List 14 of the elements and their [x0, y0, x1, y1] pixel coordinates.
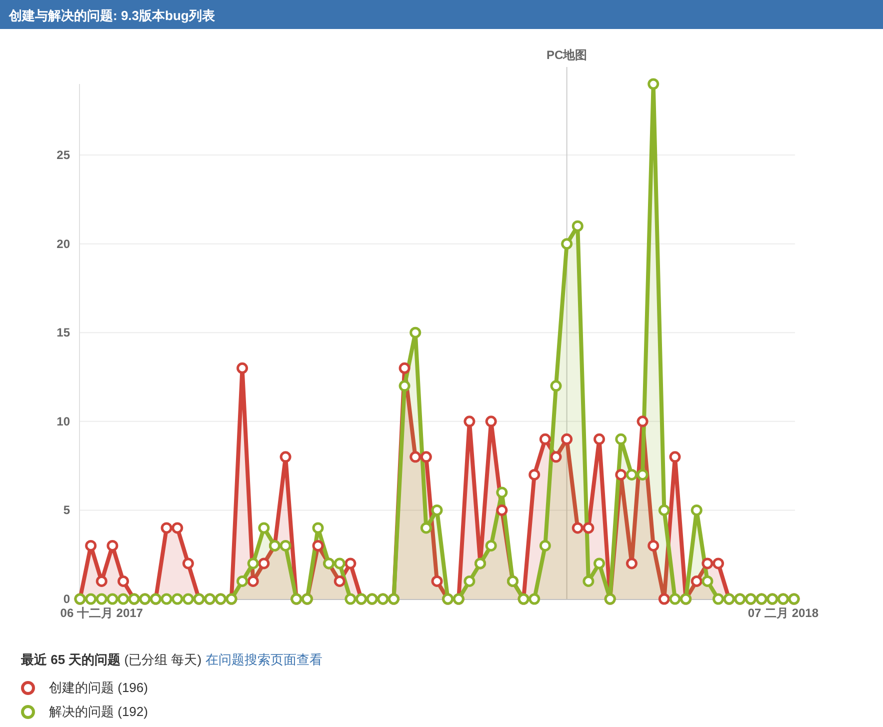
x-tick-label: 07 二月 2018	[748, 606, 819, 620]
y-tick-label: 10	[56, 414, 70, 428]
y-tick-label: 5	[63, 503, 70, 518]
legend-label: 创建的问题 (196)	[49, 679, 148, 697]
x-tick-label: 06 十二月 2017	[60, 606, 144, 620]
y-tick-label: 20	[56, 236, 70, 251]
ref-line-label: PC地图	[546, 48, 588, 62]
y-tick-label: 15	[56, 326, 70, 340]
text: 最近 65 天的问题 (已分组 每天)	[21, 652, 202, 667]
y-tick-label: 0	[63, 592, 70, 606]
legend-label: 解决的问题 (192)	[49, 703, 148, 721]
y-tick-label: 25	[56, 148, 70, 162]
chart-title: 创建与解决的问题: 9.3版本bug列表	[9, 7, 215, 25]
text: 在问题搜索页面查看	[206, 652, 323, 667]
